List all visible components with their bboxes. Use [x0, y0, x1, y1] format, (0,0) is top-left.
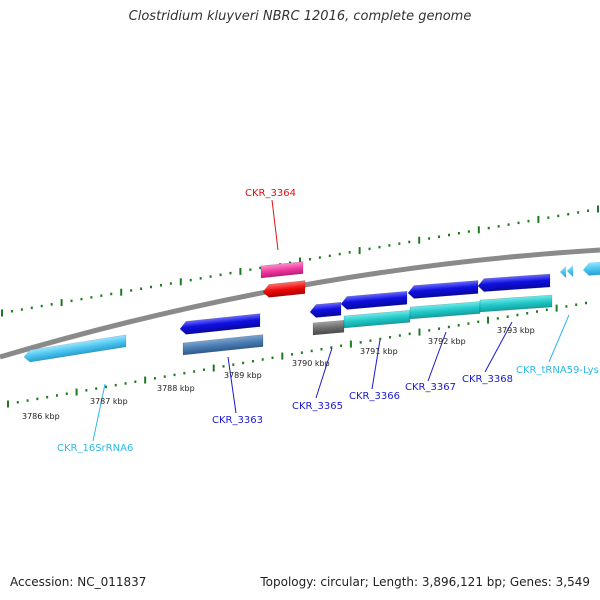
feature-ckr-3363[interactable] [179, 313, 261, 335]
tick-marks [1, 205, 599, 408]
feature-ckr-3364[interactable] [260, 261, 304, 279]
kbp-label-3791: 3791 kbp [360, 347, 398, 356]
leader-ckr-trna59-lys [548, 314, 570, 363]
gene-label-ckr-3364[interactable]: CKR_3364 [245, 188, 296, 199]
kbp-label-3789: 3789 kbp [224, 371, 262, 380]
leader-ckr-3365 [315, 347, 333, 399]
feature-ckr-3367[interactable] [407, 280, 479, 299]
feature-ckr-3368[interactable] [477, 273, 551, 292]
feature-ckr-3366-cds[interactable] [343, 309, 411, 329]
accession-text: Accession: NC_011837 [10, 575, 147, 589]
gene-label-ckr-3366[interactable]: CKR_3366 [349, 391, 400, 402]
leader-ckr-3368 [484, 321, 513, 373]
gene-label-ckr-3363[interactable]: CKR_3363 [212, 415, 263, 426]
leader-ckr-3367 [427, 331, 447, 382]
label-leaders [92, 199, 570, 442]
feature-ckr-3363-cds[interactable] [182, 334, 264, 356]
feature-ckr-16srrna6[interactable] [23, 334, 127, 363]
page-title: Clostridium kluyveri NBRC 12016, complet… [128, 9, 472, 24]
gene-label-ckr-3367[interactable]: CKR_3367 [405, 382, 456, 393]
feature-ckr-3365-cds[interactable] [312, 320, 345, 336]
leader-ckr-16srrna6 [92, 383, 106, 442]
feature-ckr-3365[interactable] [309, 302, 342, 318]
gene-features [23, 261, 600, 363]
leader-ckr-3366 [371, 339, 381, 390]
gene-label-ckr-3365[interactable]: CKR_3365 [292, 401, 343, 412]
kbp-label-3787: 3787 kbp [90, 397, 128, 406]
gene-label-ckr-trna59-lys[interactable]: CKR_tRNA59-Lys [516, 365, 599, 376]
kbp-label-3793: 3793 kbp [497, 326, 535, 335]
feature-ckr-trna59-lys[interactable] [560, 265, 573, 278]
kbp-label-3790: 3790 kbp [292, 359, 330, 368]
feature-edge-trna[interactable] [583, 261, 600, 276]
kbp-label-3792: 3792 kbp [428, 337, 466, 346]
gene-label-ckr-3368[interactable]: CKR_3368 [462, 374, 513, 385]
feature-ckr-3364-cds[interactable] [262, 280, 306, 298]
topology-text: Topology: circular; Length: 3,896,121 bp… [260, 575, 590, 589]
kbp-label-3786: 3786 kbp [22, 412, 60, 421]
feature-ckr-3367-cds[interactable] [409, 301, 481, 320]
leader-ckr-3363 [227, 356, 237, 414]
kbp-label-3788: 3788 kbp [157, 384, 195, 393]
feature-ckr-3368-cds[interactable] [479, 294, 553, 313]
feature-ckr-3366[interactable] [340, 290, 408, 310]
leader-ckr-3364 [271, 199, 279, 251]
gene-label-ckr-16srrna6[interactable]: CKR_16SrRNA6 [57, 443, 133, 454]
